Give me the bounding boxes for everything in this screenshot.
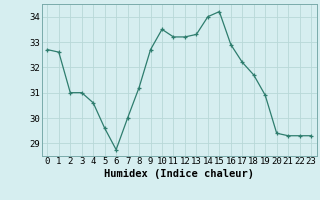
- X-axis label: Humidex (Indice chaleur): Humidex (Indice chaleur): [104, 169, 254, 179]
